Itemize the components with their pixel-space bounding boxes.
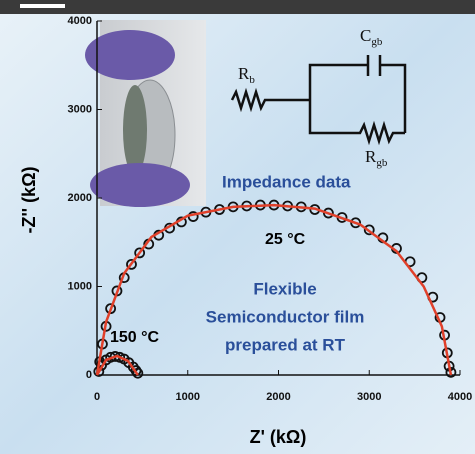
annotation: prepared at RT: [225, 335, 346, 354]
x-tick-label: 4000: [448, 391, 472, 403]
scale-bar: [20, 4, 65, 8]
top-band: [0, 0, 475, 14]
subscript: gb: [371, 36, 383, 48]
y-axis-label: -Z'' (kΩ): [19, 167, 39, 234]
x-axis-label: Z' (kΩ): [250, 427, 307, 447]
subscript: gb: [376, 157, 388, 169]
circuit-label: Rgb: [365, 147, 388, 169]
data-point: [350, 217, 362, 229]
fit-line: [95, 203, 453, 376]
annotation: Flexible: [253, 279, 316, 298]
circuit-label: Cgb: [360, 26, 383, 48]
x-tick-label: 0: [94, 391, 100, 403]
annotation: Semiconductor film: [206, 307, 365, 326]
fit-line: [95, 354, 139, 376]
data-point: [134, 247, 146, 259]
photo-inset: [85, 20, 206, 207]
symbol: R: [238, 64, 250, 83]
data-point: [445, 366, 457, 378]
subscript: b: [249, 74, 255, 86]
x-tick-label: 2000: [266, 391, 290, 403]
y-tick-label: 0: [86, 369, 92, 381]
circuit: [230, 55, 407, 146]
y-tick-label: 3000: [68, 103, 92, 115]
annotation: 150 °C: [110, 329, 160, 346]
annotation: Impedance data: [222, 172, 351, 191]
annotation: 25 °C: [265, 231, 306, 248]
circuit-label: Rb: [238, 64, 255, 86]
symbol: C: [360, 26, 371, 45]
y-tick-label: 2000: [68, 192, 92, 204]
y-tick-label: 1000: [68, 280, 92, 292]
data-point: [126, 258, 137, 270]
x-tick-label: 1000: [176, 391, 200, 403]
data-point: [363, 224, 375, 236]
x-tick-label: 3000: [357, 391, 381, 403]
y-tick-label: 4000: [68, 15, 92, 27]
data-point: [132, 367, 144, 379]
data-point: [130, 365, 142, 376]
symbol: R: [365, 147, 377, 166]
